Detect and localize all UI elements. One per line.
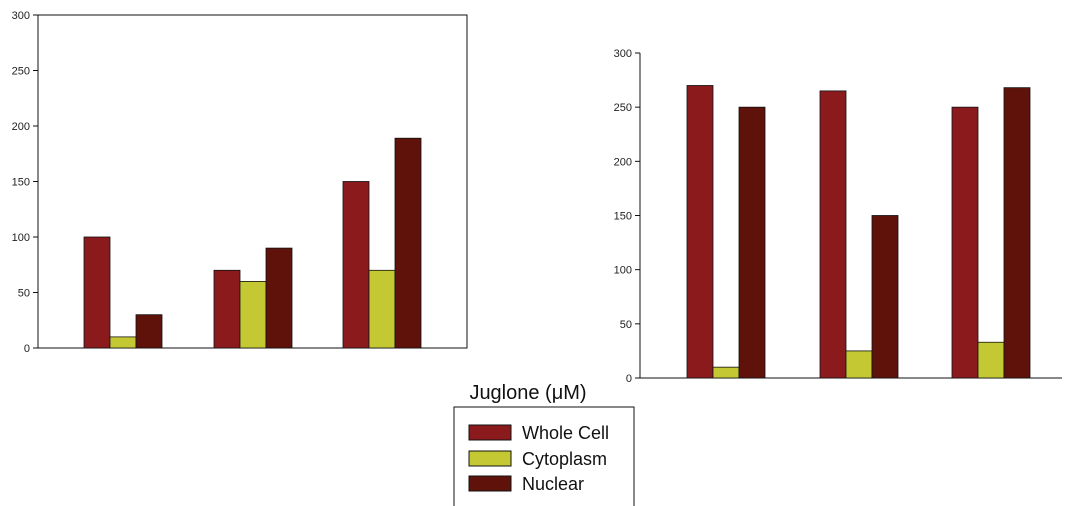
legend-label-cytoplasm: Cytoplasm [522, 449, 607, 469]
y-tick-label: 250 [614, 102, 632, 114]
y-tick-label: 250 [12, 66, 30, 78]
y-tick-label: 0 [24, 343, 30, 355]
bar-whole-cell-group-2 [213, 269, 241, 349]
legend-label-whole-cell: Whole Cell [522, 423, 609, 443]
bar-nuclear-group-2 [265, 247, 293, 349]
legend-label-nuclear: Nuclear [522, 474, 584, 494]
legend-swatch-nuclear [468, 475, 512, 492]
bar-whole-cell-group-1 [686, 85, 714, 379]
bar-cytoplasm-group-2 [845, 350, 873, 379]
bar-nuclear-group-2 [871, 215, 899, 379]
y-tick-label: 100 [12, 232, 30, 244]
bar-whole-cell-group-3 [951, 106, 979, 379]
bar-cytoplasm-group-2 [239, 280, 267, 349]
legend-box [453, 406, 635, 506]
y-tick-label: 300 [12, 10, 30, 22]
x-axis-label: Juglone (μM) [469, 382, 586, 404]
y-tick-label: 300 [614, 48, 632, 60]
bar-cytoplasm-group-1 [712, 366, 740, 379]
legend-swatch-cytoplasm [468, 450, 512, 467]
bar-nuclear-group-1 [738, 106, 766, 379]
bar-nuclear-group-1 [135, 314, 163, 349]
legend-swatch-whole-cell [468, 424, 512, 441]
bar-whole-cell-group-1 [83, 236, 111, 349]
y-tick-label: 0 [626, 373, 632, 385]
right-bar-chart: 0 50 100 150 200 250 300 [614, 48, 1062, 385]
bar-whole-cell-group-2 [819, 90, 847, 379]
y-tick-label: 200 [12, 121, 30, 133]
y-tick-label: 200 [614, 156, 632, 168]
bar-cytoplasm-group-3 [368, 269, 396, 349]
y-tick-label: 150 [12, 177, 30, 189]
y-tick-label: 100 [614, 265, 632, 277]
bar-cytoplasm-group-1 [109, 336, 137, 349]
bar-whole-cell-group-3 [342, 181, 370, 349]
legend: Whole Cell Cytoplasm Nuclear [453, 406, 635, 506]
y-tick-label: 50 [620, 319, 632, 331]
y-tick-label: 150 [614, 211, 632, 223]
bar-cytoplasm-group-3 [977, 341, 1005, 379]
bar-nuclear-group-3 [394, 137, 422, 349]
bar-nuclear-group-3 [1003, 87, 1031, 379]
y-tick-label: 50 [18, 288, 30, 300]
left-bar-chart: 0 50 100 150 200 250 300 [12, 10, 468, 355]
